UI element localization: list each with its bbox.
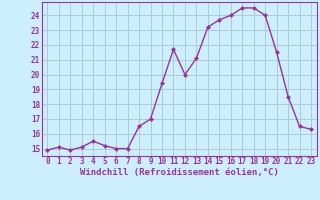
X-axis label: Windchill (Refroidissement éolien,°C): Windchill (Refroidissement éolien,°C) [80,168,279,177]
